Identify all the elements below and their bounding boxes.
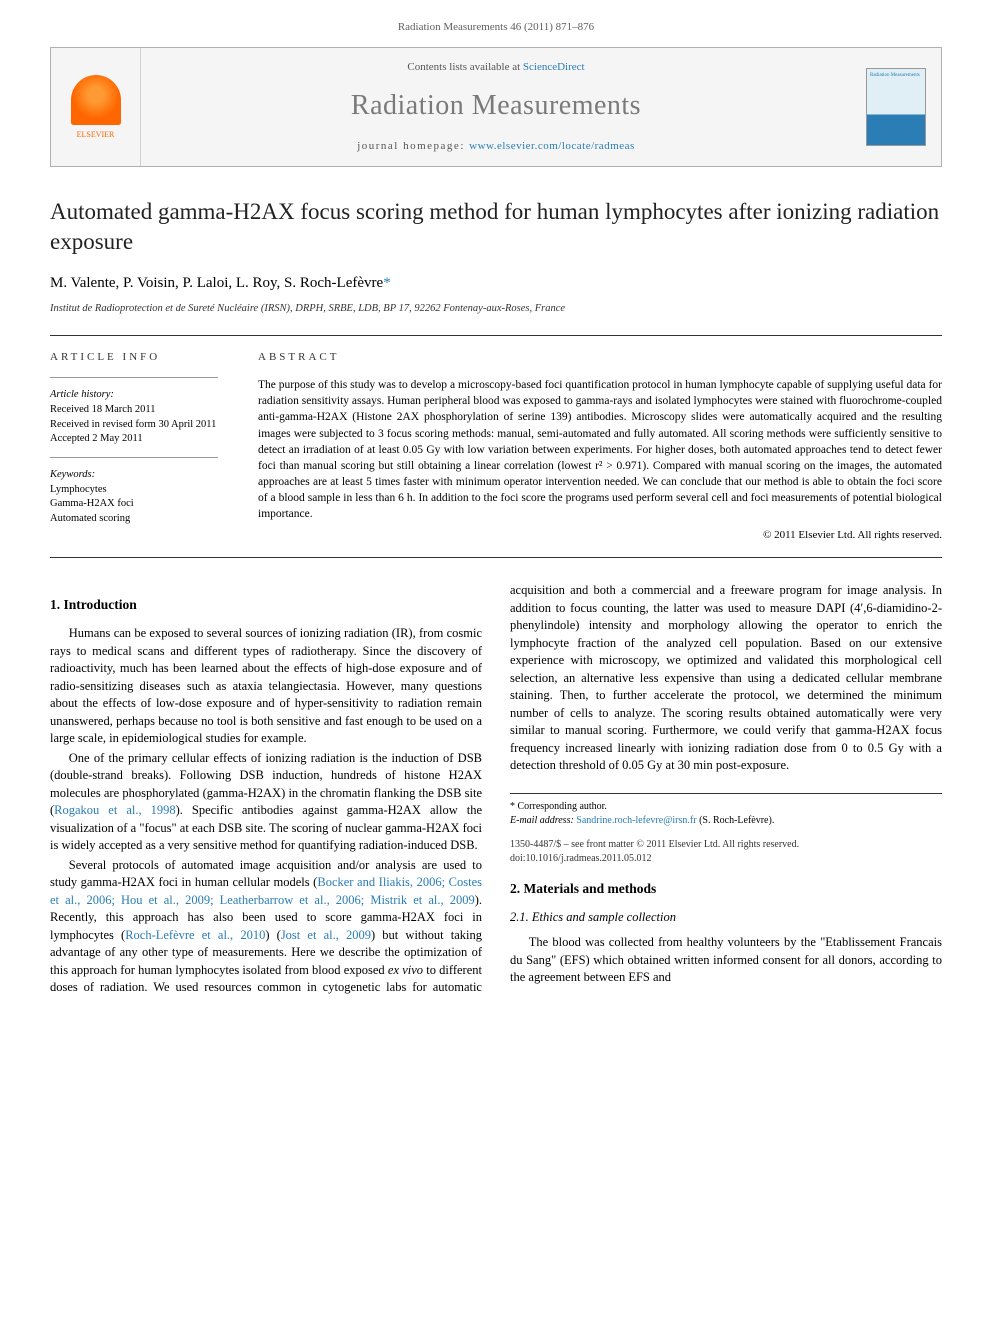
publisher-label: ELSEVIER (77, 129, 115, 140)
intro-p3-d: ) ( (265, 928, 280, 942)
email-label: E-mail address: (510, 815, 574, 826)
journal-title: Radiation Measurements (151, 86, 841, 125)
authors-line: M. Valente, P. Voisin, P. Laloi, L. Roy,… (50, 273, 942, 294)
header-center: Contents lists available at ScienceDirec… (141, 48, 851, 166)
email-link[interactable]: Sandrine.roch-lefevre@irsn.fr (576, 815, 696, 826)
authors-text: M. Valente, P. Voisin, P. Laloi, L. Roy,… (50, 275, 383, 291)
intro-p2: One of the primary cellular effects of i… (50, 750, 482, 855)
homepage-prefix: journal homepage: (357, 140, 469, 152)
history-label: Article history: (50, 388, 218, 403)
ref-roch[interactable]: Roch-Lefèvre et al., 2010 (125, 928, 265, 942)
ref-rogakou[interactable]: Rogakou et al., 1998 (54, 803, 175, 817)
affiliation: Institut de Radioprotection et de Sureté… (50, 302, 942, 317)
keywords-label: Keywords: (50, 468, 218, 483)
corr-label: * Corresponding author. (510, 800, 942, 814)
cover-label: Radiation Measurements (870, 73, 920, 78)
elsevier-tree-icon (71, 75, 121, 125)
homepage-line: journal homepage: www.elsevier.com/locat… (151, 139, 841, 154)
corresponding-marker: * (383, 275, 391, 291)
mm-heading: 2. Materials and methods (510, 880, 942, 899)
journal-header: ELSEVIER Contents lists available at Sci… (50, 47, 942, 167)
revised-date: Received in revised form 30 April 2011 (50, 418, 218, 433)
sciencedirect-link[interactable]: ScienceDirect (523, 61, 585, 73)
elsevier-logo: ELSEVIER (61, 67, 130, 147)
body-columns: 1. Introduction Humans can be exposed to… (50, 582, 942, 996)
keyword-2: Gamma-H2AX foci (50, 497, 218, 512)
keyword-3: Automated scoring (50, 512, 218, 527)
article-info-heading: ARTICLE INFO (50, 350, 218, 365)
mm-sub1: 2.1. Ethics and sample collection (510, 909, 942, 927)
issn-line: 1350-4487/$ – see front matter © 2011 El… (510, 838, 942, 852)
accepted-date: Accepted 2 May 2011 (50, 432, 218, 447)
abstract: ABSTRACT The purpose of this study was t… (258, 350, 942, 544)
footer-meta: 1350-4487/$ – see front matter © 2011 El… (510, 838, 942, 866)
info-abstract-row: ARTICLE INFO Article history: Received 1… (50, 335, 942, 559)
contents-line: Contents lists available at ScienceDirec… (151, 60, 841, 75)
doi-line: doi:10.1016/j.radmeas.2011.05.012 (510, 852, 942, 866)
article-title: Automated gamma-H2AX focus scoring metho… (50, 197, 942, 257)
intro-heading: 1. Introduction (50, 596, 482, 615)
email-name: (S. Roch-Lefèvre). (699, 815, 774, 826)
intro-p1: Humans can be exposed to several sources… (50, 625, 482, 748)
email-line: E-mail address: Sandrine.roch-lefevre@ir… (510, 814, 942, 828)
journal-cover-cell: Radiation Measurements (851, 48, 941, 166)
corresponding-footnote: * Corresponding author. E-mail address: … (510, 793, 942, 828)
article-info: ARTICLE INFO Article history: Received 1… (50, 350, 230, 544)
journal-cover-thumbnail: Radiation Measurements (866, 68, 926, 146)
journal-reference: Radiation Measurements 46 (2011) 871–876 (50, 20, 942, 35)
mm-p1: The blood was collected from healthy vol… (510, 934, 942, 987)
abstract-copyright: © 2011 Elsevier Ltd. All rights reserved… (258, 528, 942, 543)
abstract-heading: ABSTRACT (258, 350, 942, 365)
intro-p3-c: lymphocytes ( (50, 928, 125, 942)
contents-prefix: Contents lists available at (407, 61, 522, 73)
homepage-link[interactable]: www.elsevier.com/locate/radmeas (469, 140, 635, 152)
keyword-1: Lymphocytes (50, 483, 218, 498)
received-date: Received 18 March 2011 (50, 403, 218, 418)
intro-p3-exvivo: ex vivo (388, 963, 423, 977)
abstract-text: The purpose of this study was to develop… (258, 377, 942, 522)
publisher-logo-cell: ELSEVIER (51, 48, 141, 166)
ref-jost[interactable]: Jost et al., 2009 (281, 928, 371, 942)
